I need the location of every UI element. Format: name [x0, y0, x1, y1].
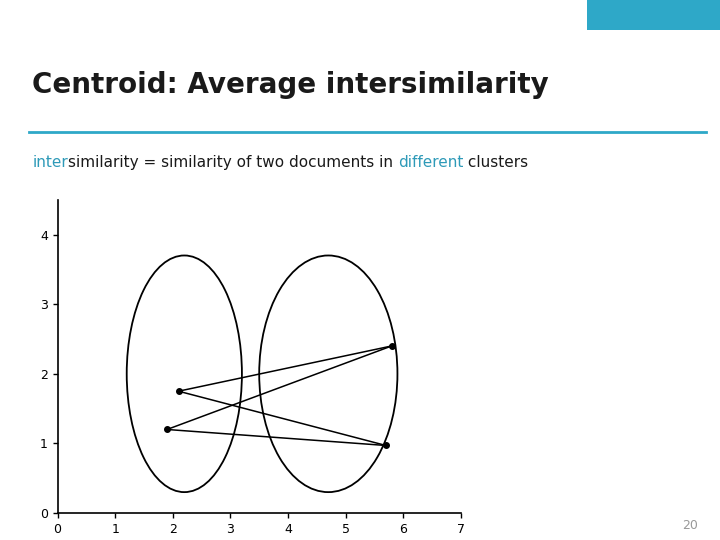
Text: inter: inter — [32, 155, 68, 170]
Text: similarity = similarity of two documents in: similarity = similarity of two documents… — [68, 155, 398, 170]
Text: Centroid: Average intersimilarity: Centroid: Average intersimilarity — [32, 71, 549, 98]
FancyBboxPatch shape — [587, 0, 720, 30]
Text: Introduction to Information Retrieval: Introduction to Information Retrieval — [11, 11, 215, 22]
Text: different: different — [398, 155, 464, 170]
Text: 20: 20 — [683, 519, 698, 532]
Text: clusters: clusters — [464, 155, 528, 170]
